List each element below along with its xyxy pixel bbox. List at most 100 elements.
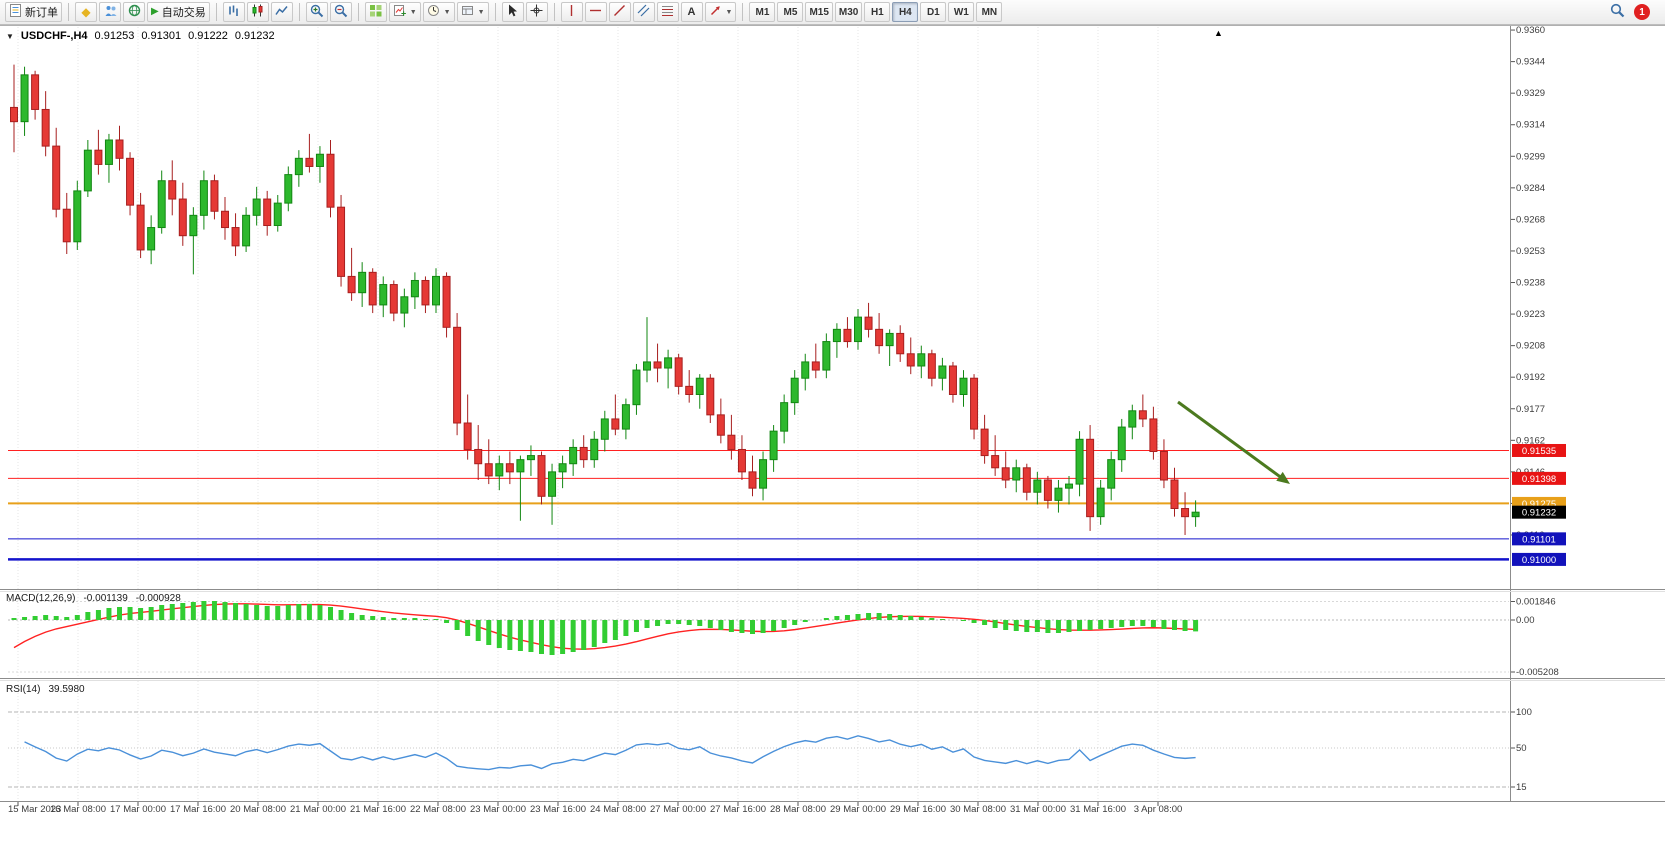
autotrade-play-icon: ▶ (151, 6, 159, 17)
macd-title: MACD(12,26,9) (6, 593, 76, 604)
candle-body (938, 365, 947, 379)
candle-chart-button[interactable] (246, 2, 269, 22)
candle-body (52, 145, 61, 210)
chevron-down-icon: ▼ (409, 8, 417, 16)
fibonacci-tool-button[interactable] (656, 2, 679, 22)
new-chart-button[interactable]: + ▼ (388, 2, 421, 22)
candle-body (221, 210, 229, 229)
market-button[interactable]: ◆ (75, 2, 97, 22)
arrows-tool-button[interactable]: ▼ (704, 2, 737, 22)
candle-body (906, 353, 915, 367)
svg-text:0.9223: 0.9223 (1516, 309, 1545, 320)
candle-body (157, 180, 166, 229)
new-order-button[interactable]: 新订单 (5, 2, 62, 22)
time-axis-label: 3 Apr 08:00 (1134, 804, 1183, 815)
macd-signal-value: -0.000928 (135, 593, 181, 604)
candle-body (611, 418, 620, 430)
history-button[interactable]: ▼ (422, 2, 455, 22)
auto-trading-button[interactable]: ▶ 自动交易 (147, 2, 210, 22)
svg-text:0.91000: 0.91000 (1522, 555, 1556, 566)
signals-icon (104, 4, 117, 20)
candle-body (115, 139, 124, 159)
macd-histogram (11, 601, 1199, 655)
toolbar-separator (494, 3, 496, 21)
channel-tool-button[interactable] (632, 2, 655, 22)
candles (10, 64, 1200, 535)
timeframe-m5-button[interactable]: M5 (777, 2, 804, 22)
svg-text:0.9177: 0.9177 (1516, 404, 1545, 415)
horizontal-lines[interactable]: 0.91535 0.91398 0.91275 0.91101 0.91000 (8, 443, 1566, 566)
svg-text:0.9208: 0.9208 (1516, 341, 1545, 352)
timeframe-d1-button[interactable]: D1 (920, 2, 947, 22)
market-diamond-icon: ◆ (81, 5, 91, 19)
candle-body (948, 365, 957, 395)
notification-badge[interactable]: 1 (1634, 4, 1650, 20)
timeframe-m1-button[interactable]: M1 (749, 2, 776, 22)
candle-body (10, 106, 18, 123)
search-button[interactable] (1606, 2, 1628, 22)
horizontal-line-tool-button[interactable] (584, 2, 607, 22)
chevron-down-icon: ▼ (725, 8, 733, 16)
chart-collapse-icon[interactable]: ▼ (6, 31, 14, 41)
chevron-down-icon: ▼ (443, 8, 451, 16)
zoom-in-button[interactable] (305, 2, 328, 22)
chart-shift-marker-icon[interactable]: ▲ (1214, 28, 1223, 38)
trend-arrow-annotation[interactable] (1177, 400, 1290, 484)
fibonacci-icon (661, 4, 674, 20)
candle-body (199, 180, 208, 216)
candle-body (242, 214, 251, 247)
candle-body (337, 206, 346, 277)
refresh-button[interactable] (123, 2, 145, 22)
text-tool-button[interactable]: A (680, 2, 703, 22)
tile-windows-button[interactable] (364, 2, 387, 22)
candle-body (748, 471, 757, 489)
candle-body (664, 357, 673, 369)
chart-symbol-period: USDCHF-,H4 (20, 30, 88, 42)
candle-body (1170, 479, 1179, 510)
timeframe-m15-button[interactable]: M15 (805, 2, 833, 22)
candle-body (548, 471, 557, 497)
svg-text:0.9344: 0.9344 (1516, 57, 1545, 68)
timeframe-h1-button[interactable]: H1 (864, 2, 891, 22)
candle-body (1128, 410, 1137, 428)
timeframe-w1-button[interactable]: W1 (948, 2, 975, 22)
candle-body (685, 385, 694, 395)
zoom-in-icon (310, 4, 324, 21)
candle-body (643, 361, 651, 371)
svg-text:15: 15 (1516, 782, 1527, 793)
candle-body (1043, 479, 1052, 501)
templates-button[interactable]: ▼ (456, 2, 489, 22)
bar-chart-button[interactable] (222, 2, 245, 22)
cursor-tool-button[interactable] (501, 2, 524, 22)
candle-body (126, 157, 135, 206)
candle-body (1022, 467, 1031, 493)
candle-body (1107, 459, 1116, 489)
timeframe-m30-button[interactable]: M30 (834, 2, 863, 22)
timeframe-h4-button[interactable]: H4 (892, 2, 919, 22)
candle-body (537, 455, 546, 497)
candle-body (463, 422, 472, 450)
candle-body (780, 402, 789, 432)
candle-body (495, 463, 504, 477)
time-axis-label: 15 Mar 2023 (8, 804, 61, 815)
signals-button[interactable] (99, 2, 121, 22)
candle-body (569, 446, 578, 465)
line-chart-button[interactable] (270, 2, 293, 22)
macd-indicator-label: MACD(12,26,9) -0.001139 -0.000928 (6, 593, 181, 604)
svg-text:-0.005208: -0.005208 (1516, 667, 1559, 678)
price-axis-tag (1512, 443, 1566, 457)
candle-body (505, 463, 514, 473)
candle-body (400, 296, 409, 314)
toolbar: 新订单 ◆ ▶ 自动交易 (0, 0, 1665, 25)
crosshair-tool-button[interactable] (525, 2, 548, 22)
timeframe-mn-button[interactable]: MN (976, 2, 1003, 22)
zoom-out-button[interactable] (329, 2, 352, 22)
toolbar-separator (357, 3, 359, 21)
candle-body (526, 455, 535, 461)
candle-body (959, 377, 968, 395)
vertical-line-tool-button[interactable] (560, 2, 583, 22)
trendline-tool-button[interactable] (608, 2, 631, 22)
